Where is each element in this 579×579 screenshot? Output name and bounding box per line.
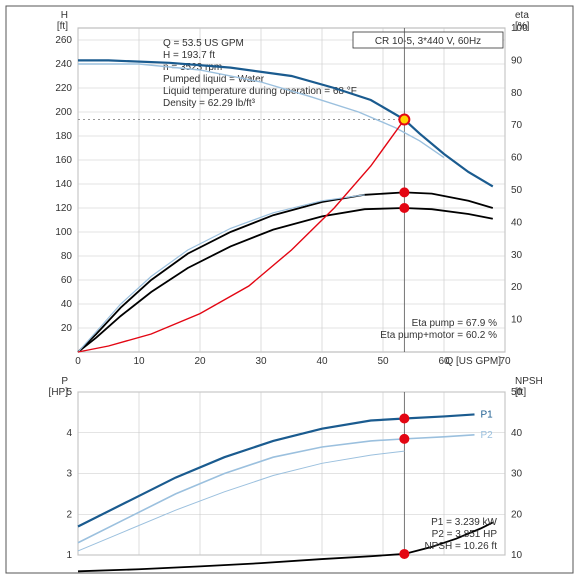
x-tick: 30 xyxy=(255,356,267,367)
yr-tick: 50 xyxy=(511,185,523,196)
byr-tick: 40 xyxy=(511,428,523,439)
byr-label: [ft] xyxy=(515,387,526,398)
yl-label: [ft] xyxy=(57,21,68,32)
byr-label: NPSH xyxy=(515,376,543,387)
yr-tick: 30 xyxy=(511,250,523,261)
yl-tick: 60 xyxy=(61,275,73,286)
curve-label: P1 xyxy=(481,409,494,420)
byr-tick: 10 xyxy=(511,550,523,561)
yr-tick: 80 xyxy=(511,88,523,99)
bmarker-red xyxy=(399,413,409,423)
x-tick: 0 xyxy=(75,356,81,367)
yl-label: H xyxy=(61,10,68,21)
yr-tick: 60 xyxy=(511,153,523,164)
byl-label: P xyxy=(61,376,68,387)
yl-tick: 140 xyxy=(55,179,72,190)
yl-tick: 40 xyxy=(61,299,73,310)
marker-red xyxy=(399,187,409,197)
x-tick: 20 xyxy=(194,356,206,367)
pump-curve-chart: 0102030405060702040608010012014016018020… xyxy=(0,0,579,579)
eta-line: Eta pump = 67.9 % xyxy=(412,318,497,329)
yr-label: [%] xyxy=(515,21,530,32)
b-annot: NPSH = 10.26 ft xyxy=(424,541,497,552)
eta-line: Eta pump+motor = 60.2 % xyxy=(380,330,497,341)
yl-tick: 120 xyxy=(55,203,72,214)
curve-label: P2 xyxy=(481,430,494,441)
yl-tick: 20 xyxy=(61,323,73,334)
byr-tick: 30 xyxy=(511,469,523,480)
yr-tick: 40 xyxy=(511,217,523,228)
yr-tick: 10 xyxy=(511,315,523,326)
b-annot: P2 = 3.851 HP xyxy=(432,529,498,540)
yr-tick: 20 xyxy=(511,282,523,293)
yl-tick: 200 xyxy=(55,107,72,118)
byl-label: [HP] xyxy=(49,387,69,398)
yl-tick: 160 xyxy=(55,155,72,166)
marker-red xyxy=(399,203,409,213)
yl-tick: 260 xyxy=(55,35,72,46)
x-tick: 70 xyxy=(499,356,511,367)
x-label: Q [US GPM] xyxy=(445,356,501,367)
yl-tick: 80 xyxy=(61,251,73,262)
title-text: CR 10-5, 3*440 V, 60Hz xyxy=(375,36,481,47)
bmarker-red xyxy=(399,549,409,559)
yl-tick: 220 xyxy=(55,83,72,94)
byl-tick: 2 xyxy=(66,509,72,520)
yl-tick: 180 xyxy=(55,131,72,142)
info-line: Density = 62.29 lb/ft³ xyxy=(163,98,256,109)
duty-point-ring xyxy=(399,115,409,125)
b-annot: P1 = 3.239 kW xyxy=(431,517,497,528)
bmarker-red xyxy=(399,434,409,444)
x-tick: 10 xyxy=(133,356,145,367)
byl-tick: 3 xyxy=(66,469,72,480)
yr-label: eta xyxy=(515,10,529,21)
yr-tick: 70 xyxy=(511,120,523,131)
info-line: Liquid temperature during operation = 68… xyxy=(163,86,357,97)
x-tick: 40 xyxy=(316,356,328,367)
info-line: Q = 53.5 US GPM xyxy=(163,38,244,49)
yl-tick: 240 xyxy=(55,59,72,70)
byr-tick: 20 xyxy=(511,509,523,520)
info-line: H = 193.7 ft xyxy=(163,50,215,61)
byl-tick: 4 xyxy=(66,428,72,439)
x-tick: 50 xyxy=(377,356,389,367)
byl-tick: 1 xyxy=(66,550,72,561)
yl-tick: 100 xyxy=(55,227,72,238)
yr-tick: 90 xyxy=(511,55,523,66)
